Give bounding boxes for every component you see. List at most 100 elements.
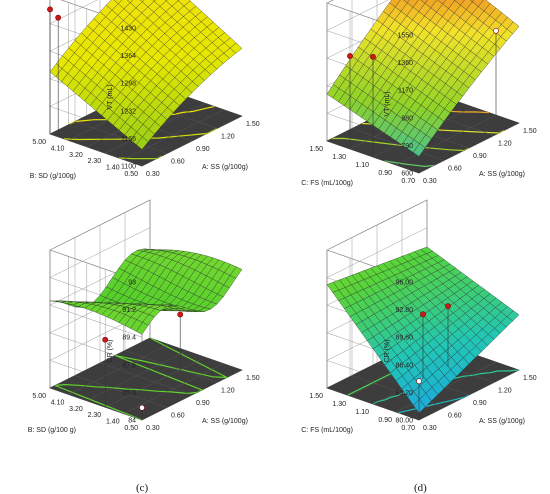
- floor-gridline: [86, 350, 187, 401]
- z-tick-label: 980: [401, 115, 413, 122]
- z-tick-label: 1364: [120, 53, 136, 60]
- response-surface: [326, 0, 520, 157]
- panel-caption: (d): [414, 482, 427, 494]
- design-point: [47, 6, 53, 13]
- design-point: [370, 53, 376, 60]
- chart-panel-d: 80.00 83.20 86.40 89.60 92.80 96.00 CR (%) 0.30…: [301, 199, 537, 494]
- floor-gridline: [395, 114, 497, 166]
- y-tick-label: 4.10: [51, 399, 65, 406]
- y-tick-label: 3.20: [69, 152, 83, 159]
- floor-gridline: [141, 115, 243, 167]
- design-point: [493, 27, 499, 34]
- x-tick-label: 0.90: [473, 400, 487, 407]
- design-point: [416, 378, 422, 385]
- x-tick-label: 0.60: [448, 413, 462, 420]
- z-tick-label: 1430: [120, 26, 136, 33]
- x-tick-label: 1.20: [498, 388, 512, 395]
- y-tick-label: 4.10: [51, 145, 65, 152]
- z-tick-label: 1232: [120, 108, 136, 115]
- z-tick-label: 89.60: [395, 335, 413, 342]
- z-tick-label: 96.00: [395, 280, 413, 287]
- design-point: [139, 404, 145, 411]
- surface-cell: [454, 0, 465, 6]
- z-tick-label: 1550: [397, 33, 413, 40]
- y-tick-label: 1.50: [309, 393, 323, 400]
- x-tick-label: 1.50: [246, 375, 260, 382]
- z-tick-label: 1298: [120, 81, 136, 88]
- z-tick-label: 93: [128, 280, 136, 287]
- chart-panel-b: 600 790 980 1170 1360 1550 VT (mL) 0.30 0.60 0.90…: [301, 0, 537, 247]
- floor-gridline: [49, 337, 151, 389]
- floor-gridline: [418, 369, 520, 421]
- y-tick-label: 1.50: [309, 146, 323, 153]
- surface-cell: [437, 0, 447, 5]
- z-tick-label: 92.80: [395, 307, 413, 314]
- x-axis-label: A: SS (g/100g): [479, 418, 525, 425]
- floor-gridline: [124, 350, 218, 383]
- y-tick-label: 0.50: [124, 171, 138, 178]
- floor-gridline: [149, 337, 243, 371]
- z-axis-label: VT (mL): [384, 91, 391, 116]
- surface-cell: [229, 42, 243, 54]
- y-tick-label: 2.30: [88, 158, 102, 165]
- response-surface: [49, 248, 243, 335]
- z-tick-label: 86.40: [395, 362, 413, 369]
- design-point: [177, 311, 184, 318]
- x-tick-label: 0.30: [146, 425, 160, 432]
- x-axis-label: A: SS (g/100g): [202, 164, 248, 171]
- floor-gridline: [123, 363, 224, 414]
- z-axis-label: CR (%): [107, 340, 114, 363]
- y-tick-label: 5.00: [32, 393, 46, 400]
- z-tick-label: 1166: [121, 136, 136, 143]
- y-tick-label: 3.20: [69, 406, 83, 413]
- y-tick-label: 2.30: [88, 412, 102, 419]
- contour-line: [384, 160, 435, 168]
- y-axis-label: B: SD (g/100 g): [28, 427, 76, 434]
- x-tick-label: 1.50: [246, 121, 260, 128]
- x-tick-label: 0.30: [146, 171, 160, 178]
- z-axis-label: VT (mL): [107, 84, 114, 109]
- y-tick-label: 1.30: [332, 401, 346, 408]
- chart-panel-a: 1100 1166 1232 1298 1364 1430 VT (mL) 0.30 0.60 0…: [30, 0, 260, 247]
- x-tick-label: 1.20: [498, 141, 512, 148]
- floor-gridline: [123, 109, 224, 160]
- design-point: [102, 336, 109, 343]
- y-axis-label: C: FS (mL/100g): [301, 180, 353, 187]
- contour-line: [63, 127, 218, 141]
- y-tick-label: 1.10: [355, 162, 369, 169]
- y-tick-label: 1.30: [332, 154, 346, 161]
- y-tick-label: 0.70: [401, 425, 415, 432]
- floor-gridline: [49, 133, 143, 167]
- floor-gridline: [49, 387, 143, 421]
- x-tick-label: 0.60: [171, 413, 185, 420]
- z-tick-label: 1100: [121, 164, 136, 171]
- surface-cell: [403, 0, 410, 4]
- z-tick-label: 85.8: [122, 390, 136, 397]
- floor-gridline: [68, 344, 169, 395]
- design-point: [445, 303, 451, 310]
- x-tick-label: 1.50: [523, 128, 537, 135]
- x-tick-label: 0.60: [171, 159, 185, 166]
- z-tick-label: 89.4: [122, 335, 136, 342]
- x-tick-label: 0.60: [448, 166, 462, 173]
- z-tick-label: 83.20: [395, 390, 413, 397]
- chart-panel-c: 84 85.8 87.6 89.4 91.2 93 CR (%) 0.30 0.60 0.90 1.…: [28, 199, 260, 494]
- x-tick-label: 0.90: [196, 400, 210, 407]
- surface-cell: [229, 266, 243, 279]
- response-surface: [49, 0, 243, 150]
- y-axis-label: B: SD (g/100g): [30, 173, 76, 180]
- z-axis-label: CR (%): [384, 340, 391, 363]
- surface-cell: [127, 0, 134, 3]
- z-tick-label: 1360: [397, 60, 413, 67]
- surface-cell: [506, 21, 520, 34]
- x-tick-label: 0.30: [423, 425, 437, 432]
- surface-cell: [113, 0, 123, 4]
- x-tick-label: 0.90: [473, 153, 487, 160]
- design-point: [347, 53, 353, 59]
- z-tick-label: 87.6: [122, 362, 136, 369]
- floor-gridline: [141, 369, 243, 421]
- surface-cell: [152, 0, 156, 2]
- floor-gridline: [74, 121, 168, 154]
- x-tick-label: 0.30: [423, 178, 437, 185]
- panel-caption: (c): [136, 482, 149, 494]
